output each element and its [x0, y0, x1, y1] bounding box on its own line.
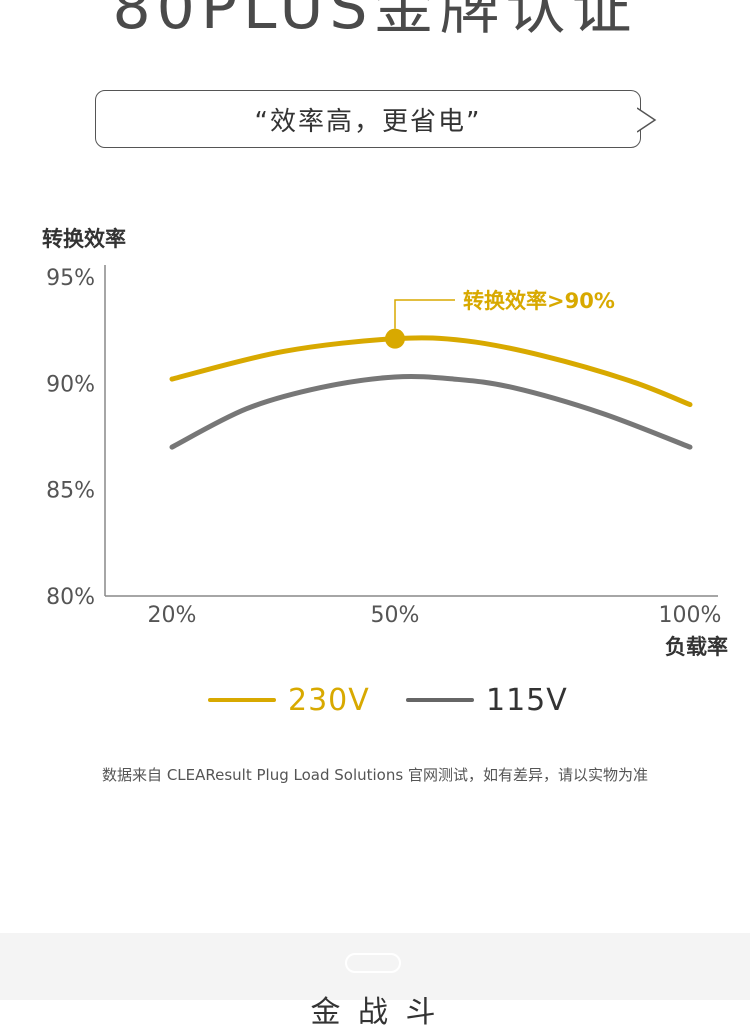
y-tick-label: 95% [46, 266, 95, 291]
legend-item-230v: 230V [208, 680, 370, 720]
y-axis-label: 转换效率 [42, 227, 126, 251]
annotation-label: 转换效率>90% [463, 289, 615, 313]
x-tick-label: 50% [371, 603, 420, 628]
legend-label-230v: 230V [288, 682, 370, 718]
annotation-leader [394, 299, 455, 329]
x-tick-label: 100% [659, 603, 722, 628]
legend-swatch-115v [406, 698, 474, 702]
y-tick-label: 85% [46, 479, 95, 504]
bubble-tail-icon [637, 107, 657, 133]
data-source-note: 数据来自 CLEAResult Plug Load Solutions 官网测试… [102, 766, 648, 784]
scroll-indicator-icon [345, 953, 401, 973]
slogan-bubble: “效率高，更省电” [95, 90, 641, 148]
x-tick-label: 20% [148, 603, 197, 628]
legend-item-115v: 115V [406, 680, 568, 720]
legend-swatch-230v [208, 698, 276, 702]
next-section-panel: 金 战 斗 [0, 933, 750, 1030]
y-tick-label: 90% [46, 372, 95, 397]
page-title: 80PLUS金牌认证 [112, 0, 638, 43]
series-line-115v [169, 373, 693, 450]
x-axis-label: 负载率 [665, 635, 728, 659]
next-section-heading: 金 战 斗 [310, 995, 440, 1030]
y-tick-label: 80% [46, 585, 95, 610]
slogan-text: “效率高，更省电” [254, 106, 482, 137]
chart-legend: 230V 115V [0, 680, 750, 720]
efficiency-chart: 转换效率 95% 90% 85% 80% 20% 50% 100% 负载率 转换效率>90… [42, 227, 728, 659]
series-line-230v [169, 335, 693, 408]
annotation-marker [385, 328, 405, 349]
legend-label-115v: 115V [486, 682, 568, 718]
